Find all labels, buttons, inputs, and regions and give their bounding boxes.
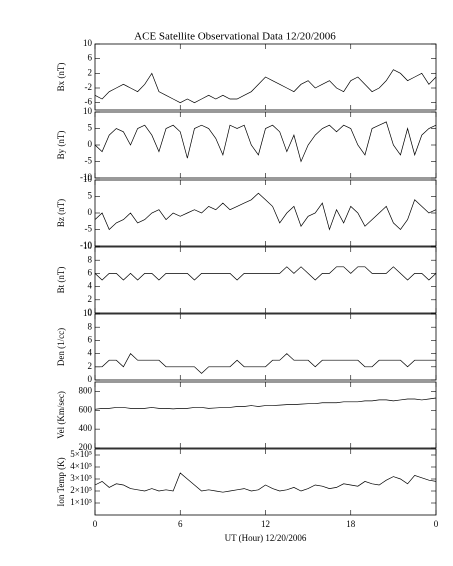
y-tick-label: 8 — [88, 321, 93, 331]
y-tick-label: 0 — [88, 307, 93, 317]
data-line — [94, 192, 437, 231]
y-tick-label: 10 — [83, 174, 93, 184]
y-tick-label: 10 — [83, 241, 93, 251]
data-line — [94, 69, 437, 104]
y-tick-label: -2 — [85, 82, 93, 92]
y-tick-label: 4×10⁵ — [70, 461, 92, 471]
y-tick-label: -10 — [80, 172, 92, 182]
panel-frame — [94, 313, 437, 381]
y-tick-label: 600 — [79, 404, 93, 414]
y-tick-label: 200 — [79, 442, 93, 452]
panel-frame — [94, 448, 437, 516]
data-line — [94, 397, 437, 410]
x-tick-label: 18 — [346, 519, 356, 529]
chart-title: ACE Satellite Observational Data 12/20/2… — [134, 31, 336, 43]
y-axis-label: Bt (nT) — [56, 267, 66, 294]
y-tick-label: 1×10⁵ — [70, 497, 92, 507]
y-axis-label: Ion Temp (K) — [56, 457, 66, 506]
y-tick-label: 2 — [88, 361, 93, 371]
y-tick-label: 10 — [83, 38, 93, 48]
y-tick-label: 0 — [88, 374, 93, 384]
y-tick-label: 6 — [88, 334, 93, 344]
x-tick-label: 6 — [178, 519, 183, 529]
x-axis-label: UT (Hour) 12/20/2006 — [225, 533, 307, 543]
y-tick-label: 6 — [88, 53, 93, 63]
y-tick-label: 10 — [83, 308, 93, 318]
data-line — [95, 353, 436, 374]
y-tick-label: 4 — [88, 348, 93, 358]
y-tick-label: 8 — [88, 254, 93, 264]
y-tick-label: 6 — [88, 267, 93, 277]
y-tick-label: 0 — [88, 139, 93, 149]
y-tick-label: 10 — [83, 106, 93, 116]
y-axis-label: Bz (nT) — [56, 199, 66, 227]
y-tick-label: -6 — [85, 97, 93, 107]
y-axis-label: Vel (Km/sec) — [56, 391, 66, 439]
y-tick-label: 3×10⁵ — [70, 473, 92, 483]
y-tick-label: 2 — [88, 294, 93, 304]
x-tick-label: 0 — [93, 519, 98, 529]
y-tick-label: 5 — [88, 191, 93, 201]
y-axis-label: Den (1/cc) — [56, 328, 66, 366]
x-tick-label: 0 — [434, 519, 439, 529]
y-tick-label: 800 — [79, 385, 93, 395]
y-tick-label: 2 — [88, 67, 93, 77]
panel-frame — [94, 179, 437, 247]
y-tick-label: 2×10⁵ — [70, 485, 92, 495]
y-tick-label: -5 — [85, 224, 93, 234]
y-tick-label: 400 — [79, 423, 93, 433]
y-tick-label: -5 — [85, 156, 93, 166]
y-axis-label: Bx (nT) — [56, 63, 66, 92]
x-tick-label: 12 — [261, 519, 270, 529]
y-tick-label: 5×10⁵ — [70, 449, 92, 459]
data-line — [94, 472, 437, 493]
y-axis-label: By (nT) — [56, 131, 66, 160]
data-line — [94, 121, 437, 163]
y-tick-label: 4 — [88, 281, 93, 291]
data-line — [94, 266, 437, 281]
panel-frame — [94, 246, 437, 314]
panel-frame — [94, 381, 437, 449]
y-tick-label: -10 — [80, 240, 92, 250]
y-tick-label: 5 — [88, 123, 93, 133]
panel-frame — [94, 111, 437, 179]
y-tick-label: 0 — [88, 207, 93, 217]
